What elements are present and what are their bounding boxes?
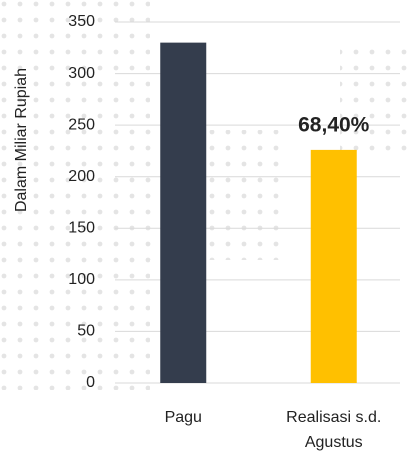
dot-pattern [0,0,150,390]
y-tick-label: 200 [68,168,95,185]
y-tick-label: 150 [68,220,95,237]
y-tick-label: 250 [68,116,95,133]
x-tick-label: Pagu [165,409,202,426]
y-tick-label: 0 [86,374,95,391]
y-tick-label: 100 [68,271,95,288]
y-tick-label: 350 [68,13,95,30]
x-tick-label: Realisasi s.d. Agustus [286,409,381,451]
y-axis-label: Dalam Miliar Rupiah [13,68,30,212]
annotation: 68,40% [298,113,370,136]
bar [160,42,207,383]
dot-pattern [340,40,408,160]
y-tick-label: 300 [68,65,95,82]
y-tick-label: 50 [77,323,95,340]
bar [310,149,357,383]
